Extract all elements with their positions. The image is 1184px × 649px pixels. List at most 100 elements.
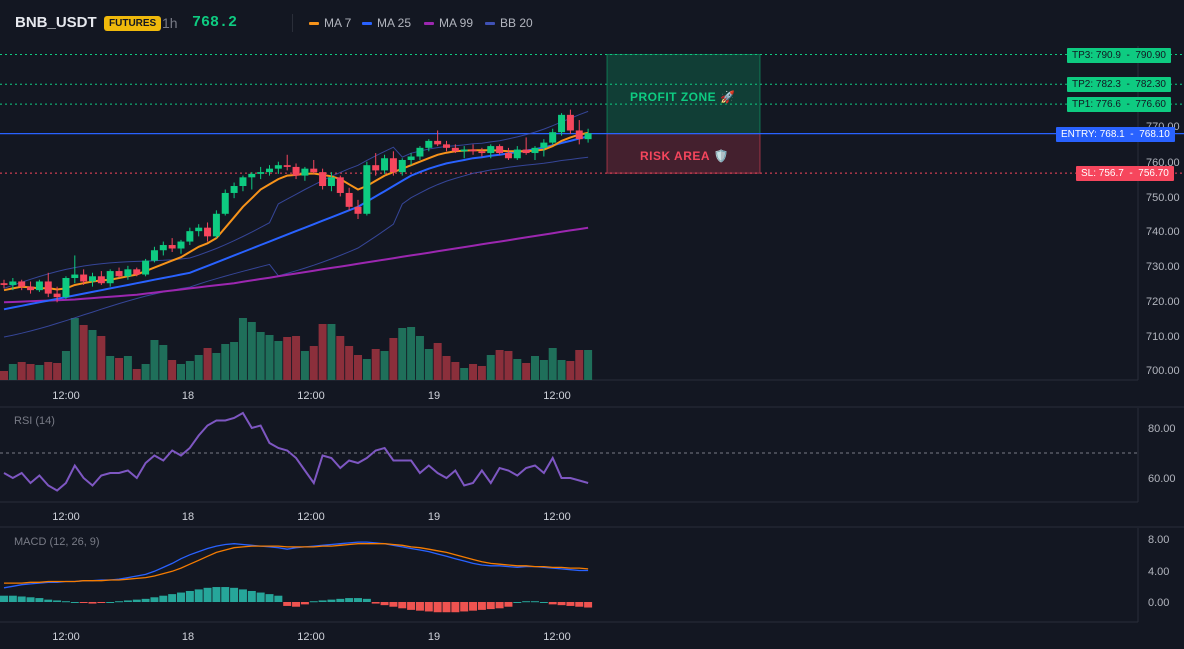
time-tick: 12:00 [543,631,571,643]
tp3-tag[interactable]: TP3: 790.9 - 790.90 [1067,48,1171,63]
rsi-pane [0,411,1138,492]
candle-body [389,158,397,173]
volume-bar [17,362,26,380]
macd-histogram-bar [79,602,88,603]
time-tick: 12:00 [543,511,571,523]
macd-histogram-bar [292,602,301,607]
macd-histogram-bar [460,602,469,612]
trade-level-lines [0,53,1184,174]
candle-body [274,165,282,169]
candle-body [513,149,521,159]
bb-lower-line [3,156,589,338]
volume-bar [203,348,212,380]
volume-bar [292,336,301,380]
candle-body [460,149,468,152]
macd-histogram-bar [486,602,495,610]
macd-histogram-bar [345,598,354,602]
candle-body [168,245,176,249]
macd-tick: 4.00 [1148,566,1169,578]
macd-histogram-bar [557,602,566,606]
symbol-name[interactable]: BNB_USDT [15,14,97,31]
volume-bar [424,349,433,380]
candle-body [345,192,353,207]
time-tick: 12:00 [52,511,80,523]
volume-bar [398,328,407,380]
volume-bar [336,336,345,380]
ma25-swatch [362,21,372,25]
risk-area-label: RISK AREA 🛡️ [640,149,729,163]
legend-bb20-label: BB 20 [500,16,533,30]
volume-bar [26,364,35,380]
tp1-tag[interactable]: TP1: 776.6 - 776.60 [1067,97,1171,112]
tp2-tag[interactable]: TP2: 782.3 - 782.30 [1067,77,1171,92]
price-tick: 730.00 [1146,261,1180,273]
legend-ma7[interactable]: MA 7 [309,16,351,30]
time-tick: 19 [428,390,440,402]
candle-body [62,278,70,298]
macd-histogram-bar [354,598,362,602]
volume-bar [566,361,575,380]
volume-bar [0,371,8,380]
macd-histogram-bar [247,590,256,602]
volume-bar [141,364,150,380]
volume-bar [415,336,424,380]
candle-body [186,231,194,242]
last-price: 768.2 [192,14,238,31]
candle-body [522,149,530,154]
volume-bar [283,337,292,380]
volume-bar [230,342,239,380]
candle-body [398,159,406,173]
volume-bar [79,325,88,380]
sl-label: SL: 756.7 [1081,168,1124,179]
ma99-line [3,226,589,304]
macd-histogram-bar [203,587,212,602]
volume-bar [354,355,362,380]
macd-histogram-bar [548,602,557,605]
rsi-line [3,411,589,492]
sl-tag[interactable]: SL: 756.7 - 756.70 [1076,166,1174,181]
timeframe-label[interactable]: 1h [162,15,178,31]
time-tick: 18 [182,631,194,643]
macd-histogram-bar [159,595,168,602]
rsi-tick: 80.00 [1148,423,1176,435]
macd-line [3,541,589,589]
macd-histogram-bar [415,602,424,611]
macd-histogram-bar [495,602,504,609]
legend-ma25-label: MA 25 [377,16,412,30]
volume-bar [274,341,283,380]
macd-histogram-bar [230,587,239,602]
candle-body [257,172,265,174]
legend-ma25[interactable]: MA 25 [362,16,411,30]
candle-body [487,146,495,154]
legend-bb20[interactable]: BB 20 [485,16,533,30]
ma25-line [3,135,589,311]
price-tick: 740.00 [1146,226,1180,238]
macd-histogram-bar [212,587,221,602]
tp2-label: TP2: 782.3 [1072,79,1121,90]
volume-bar [575,350,584,380]
candle-body [18,281,26,287]
macd-histogram-bar [35,598,44,602]
volume-bar [212,353,221,380]
macd-histogram-bar [238,589,247,602]
tp3-label: TP3: 790.9 [1072,50,1121,61]
volume-bar [557,360,566,380]
tp2-value: 782.30 [1135,79,1166,90]
candle-body [531,147,539,154]
volume-bar [309,346,318,380]
candle-body [97,276,105,284]
entry-tag[interactable]: ENTRY: 768.1 - 768.10 [1056,127,1175,142]
volume-bar [106,356,115,380]
volume-bar [61,351,70,380]
macd-histogram-bar [309,601,318,603]
macd-tick: 0.00 [1148,597,1169,609]
macd-histogram-bar [123,600,132,602]
candle-body [204,227,212,237]
macd-histogram-bar [177,592,185,602]
volume-bar [265,335,274,380]
time-tick: 12:00 [52,631,80,643]
candle-body [133,269,141,275]
volume-bar [318,324,327,380]
legend-ma99[interactable]: MA 99 [424,16,473,30]
